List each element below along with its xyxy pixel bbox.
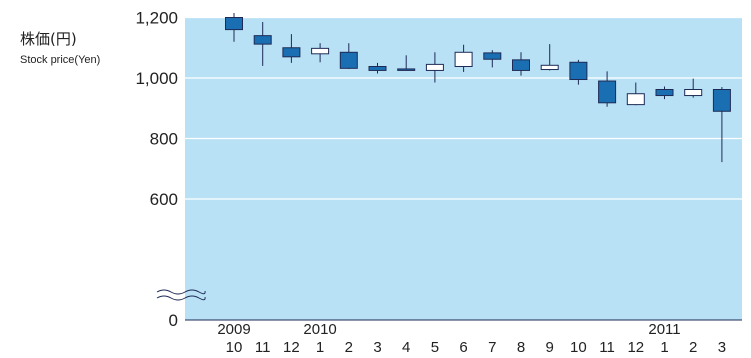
candle-body — [454, 51, 473, 68]
candle — [712, 87, 731, 163]
x-tick-label: 5 — [431, 339, 439, 356]
candle-body — [540, 64, 559, 71]
x-tick-label: 8 — [517, 339, 525, 356]
x-tick-label: 2 — [689, 339, 697, 356]
x-tick-label: 3 — [373, 339, 381, 356]
x-tick-label: 12 — [283, 339, 300, 356]
candle-body — [483, 52, 502, 60]
candle — [655, 86, 674, 100]
candle-body — [282, 47, 301, 58]
candle — [397, 55, 416, 71]
candle-body — [569, 61, 588, 81]
x-axis-ticks: 10 11 12 1 2 3 4 5 6 7 8 9 10 11 12 1 2 3 — [226, 339, 726, 356]
candle — [483, 50, 502, 68]
candle-body — [712, 88, 731, 112]
x-axis-years: 2009 2010 2011 — [217, 321, 680, 338]
axis-break-mark — [156, 289, 206, 301]
x-tick-label: 12 — [627, 339, 644, 356]
candle — [512, 52, 530, 76]
candle-body — [339, 51, 358, 69]
candle-body — [512, 59, 530, 71]
x-tick-label: 11 — [599, 339, 615, 356]
candle — [282, 34, 301, 63]
gridlines — [185, 16, 742, 200]
x-tick-label: 9 — [546, 339, 554, 356]
candle — [684, 78, 703, 98]
y-tick-label: 0 — [169, 311, 178, 330]
x-tick-label: 6 — [459, 339, 467, 356]
x-year-label: 2010 — [303, 321, 336, 338]
x-tick-label: 10 — [226, 339, 243, 356]
candle-body — [626, 93, 645, 106]
candle — [225, 12, 243, 42]
candle — [598, 71, 617, 107]
candlesticks — [225, 12, 731, 163]
x-tick-label: 1 — [316, 339, 324, 356]
candle-body — [598, 80, 617, 104]
candle — [253, 22, 272, 66]
x-year-label: 2009 — [217, 321, 250, 338]
candle-body — [397, 68, 416, 71]
candle — [454, 44, 473, 72]
x-tick-label: 7 — [488, 339, 496, 356]
candle-body — [425, 63, 444, 71]
x-tick-label: 4 — [402, 339, 410, 356]
candle — [626, 82, 645, 106]
y-axis-label-ja: 株価(円) — [20, 30, 77, 48]
candle — [540, 44, 559, 71]
candle-body — [655, 88, 674, 97]
candle-body — [225, 17, 243, 31]
x-tick-label: 1 — [660, 339, 668, 356]
candle — [311, 43, 330, 63]
candle — [368, 62, 387, 74]
y-axis-label-en: Stock price(Yen) — [20, 54, 100, 66]
y-tick-label: 800 — [150, 130, 178, 149]
x-tick-label: 11 — [255, 339, 271, 356]
candle — [339, 43, 358, 69]
y-tick-label: 1,000 — [135, 69, 178, 88]
candle — [425, 52, 444, 83]
y-tick-label: 600 — [150, 190, 178, 209]
candle-body — [368, 66, 387, 71]
y-tick-label: 1,200 — [135, 9, 178, 28]
x-tick-label: 3 — [718, 339, 726, 356]
x-year-label: 2011 — [648, 321, 680, 338]
candle — [569, 59, 588, 85]
candle-body — [684, 88, 703, 97]
candle-body — [253, 35, 272, 45]
x-tick-label: 10 — [570, 339, 587, 356]
x-tick-label: 2 — [345, 339, 353, 356]
candle-body — [311, 47, 330, 55]
